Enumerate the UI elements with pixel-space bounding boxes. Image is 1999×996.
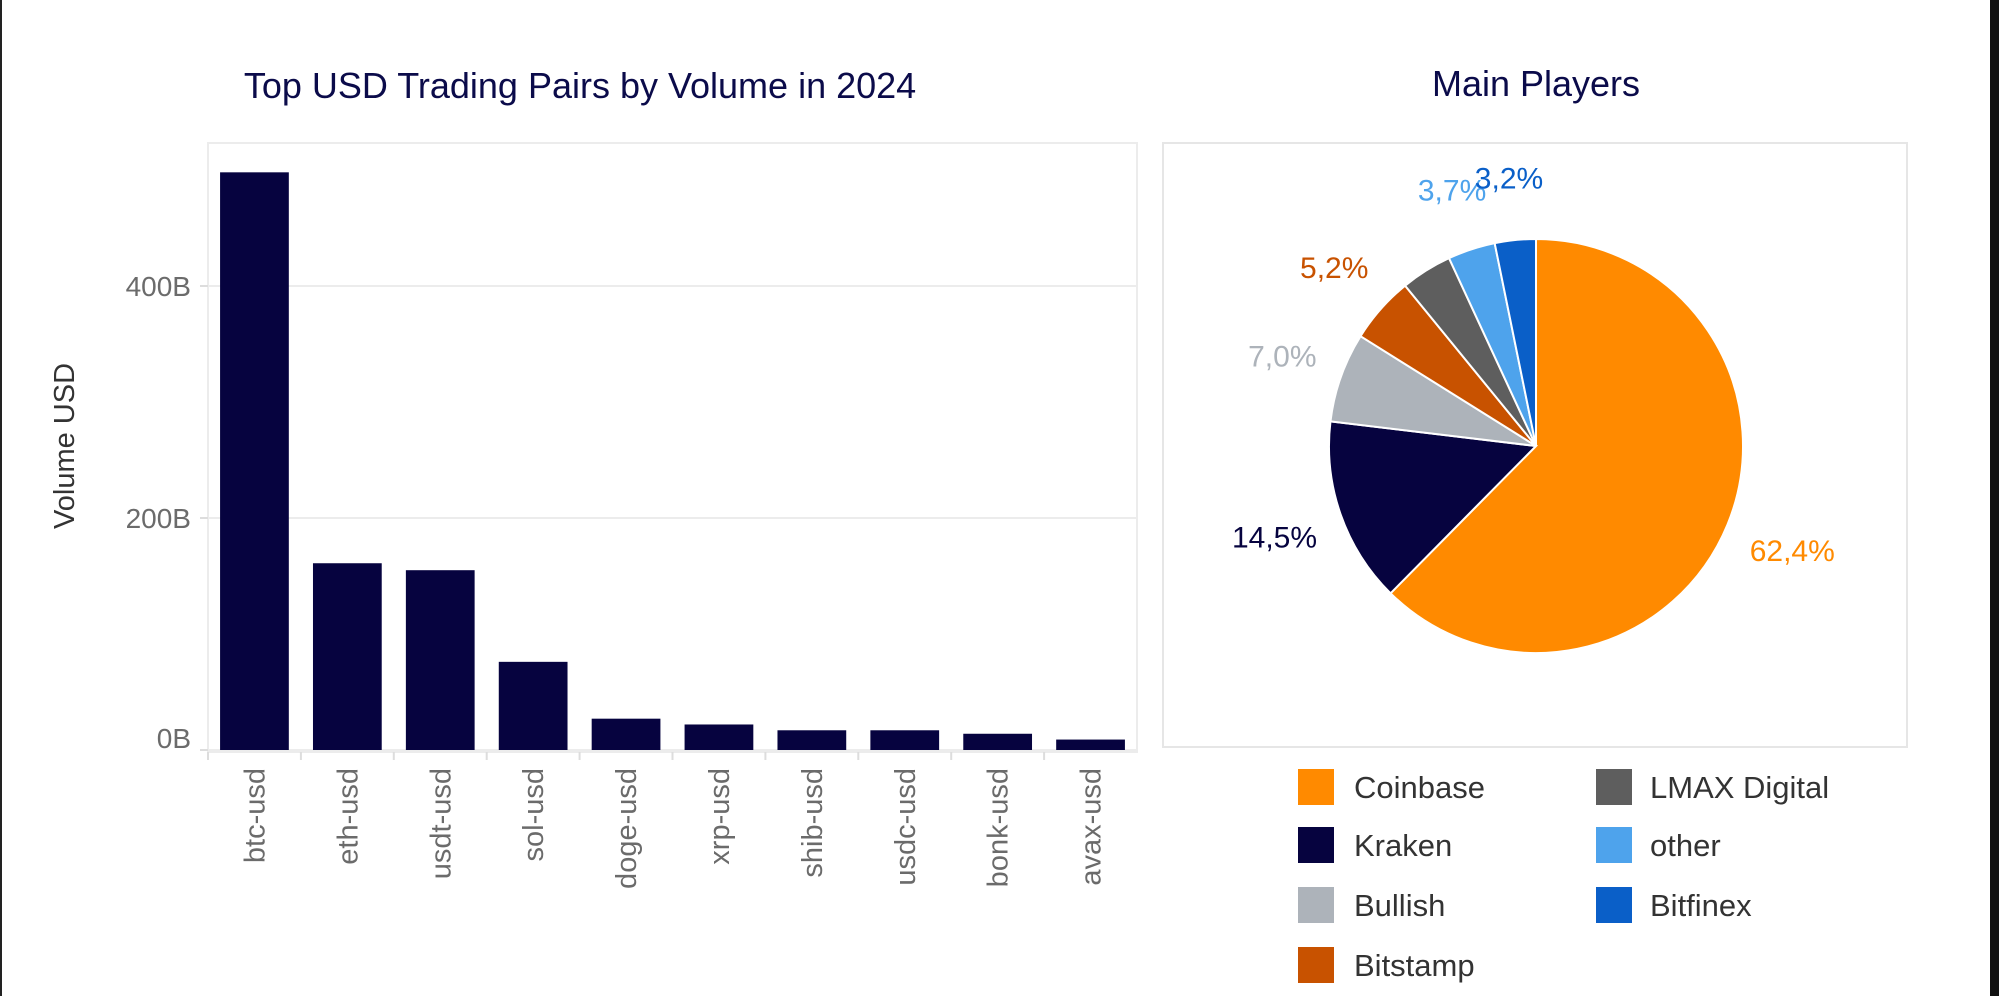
legend-label: Bullish	[1354, 888, 1445, 923]
x-tick-label: avax-usd	[1076, 768, 1108, 886]
slice-label: 3,2%	[1475, 162, 1543, 195]
bar-bonk-usd	[963, 733, 1033, 750]
window-edge-right	[1990, 0, 1999, 996]
legend-label: Bitstamp	[1354, 948, 1475, 983]
bar-shib-usd	[777, 730, 847, 750]
window-edge-left	[0, 0, 2, 996]
y-tick-label: 200B	[126, 503, 191, 534]
x-tick-label: usdc-usd	[890, 768, 922, 886]
legend-label: Bitfinex	[1650, 888, 1752, 923]
y-axis-label: Volume USD	[49, 363, 81, 529]
slice-label: 62,4%	[1750, 535, 1835, 568]
legend-swatch	[1298, 769, 1334, 805]
slice-label: 14,5%	[1232, 521, 1317, 554]
bar-avax-usd	[1056, 739, 1125, 750]
legend: Coinbase Kraken Bullish Bitstamp LMAX Digita…	[1298, 769, 1829, 983]
bar-chart-title: Top USD Trading Pairs by Volume in 2024	[244, 65, 916, 106]
bar-btc-usd	[220, 172, 289, 750]
legend-item: Kraken	[1298, 827, 1452, 863]
legend-item: Bullish	[1298, 887, 1445, 923]
legend-swatch	[1298, 887, 1334, 923]
legend-swatch	[1596, 769, 1632, 805]
legend-label: Kraken	[1354, 828, 1452, 863]
bar-usdt-usd	[405, 570, 475, 750]
slice-bitfinex	[1493, 237, 1537, 447]
legend-swatch	[1298, 947, 1334, 983]
pie-chart-title: Main Players	[1432, 63, 1640, 104]
legend-swatch	[1298, 827, 1334, 863]
y-tick-label: 400B	[126, 271, 191, 302]
x-tick-label: eth-usd	[332, 768, 364, 865]
bar-eth-usd	[312, 563, 382, 750]
slice-label: 3,7%	[1418, 174, 1486, 207]
x-tick-label: xrp-usd	[704, 768, 736, 865]
y-tick-label: 0B	[157, 723, 191, 754]
slice-label: 7,0%	[1248, 340, 1316, 373]
slice-coinbase	[1389, 237, 1744, 654]
legend-item: other	[1596, 827, 1721, 863]
pie-plot-panel	[1162, 142, 1908, 748]
x-tick-label: sol-usd	[518, 768, 550, 862]
slice-kraken	[1328, 420, 1539, 595]
slice-label: 5,2%	[1300, 252, 1368, 285]
x-tick-label: btc-usd	[239, 768, 271, 863]
legend-item: Bitstamp	[1298, 947, 1475, 983]
legend-swatch	[1596, 887, 1632, 923]
x-tick-label: shib-usd	[797, 768, 829, 878]
legend-swatch	[1596, 827, 1632, 863]
pie-chart: Main Players 62,4%14,5%7,0%5,2%3,7%3,2% …	[1162, 63, 1908, 983]
legend-item: Coinbase	[1298, 769, 1485, 805]
x-tick-label: usdt-usd	[425, 768, 457, 879]
x-tick-label: doge-usd	[611, 768, 643, 889]
bar-doge-usd	[591, 718, 661, 750]
bar-xrp-usd	[684, 724, 754, 750]
legend-label: other	[1650, 828, 1721, 863]
legend-label: LMAX Digital	[1650, 770, 1829, 805]
bar-chart: Top USD Trading Pairs by Volume in 2024 …	[49, 65, 1138, 889]
legend-item: Bitfinex	[1596, 887, 1752, 923]
legend-label: Coinbase	[1354, 770, 1485, 805]
legend-item: LMAX Digital	[1596, 769, 1829, 805]
bar-sol-usd	[498, 661, 568, 750]
bar-usdc-usd	[870, 730, 940, 750]
x-tick-label: bonk-usd	[983, 768, 1015, 887]
